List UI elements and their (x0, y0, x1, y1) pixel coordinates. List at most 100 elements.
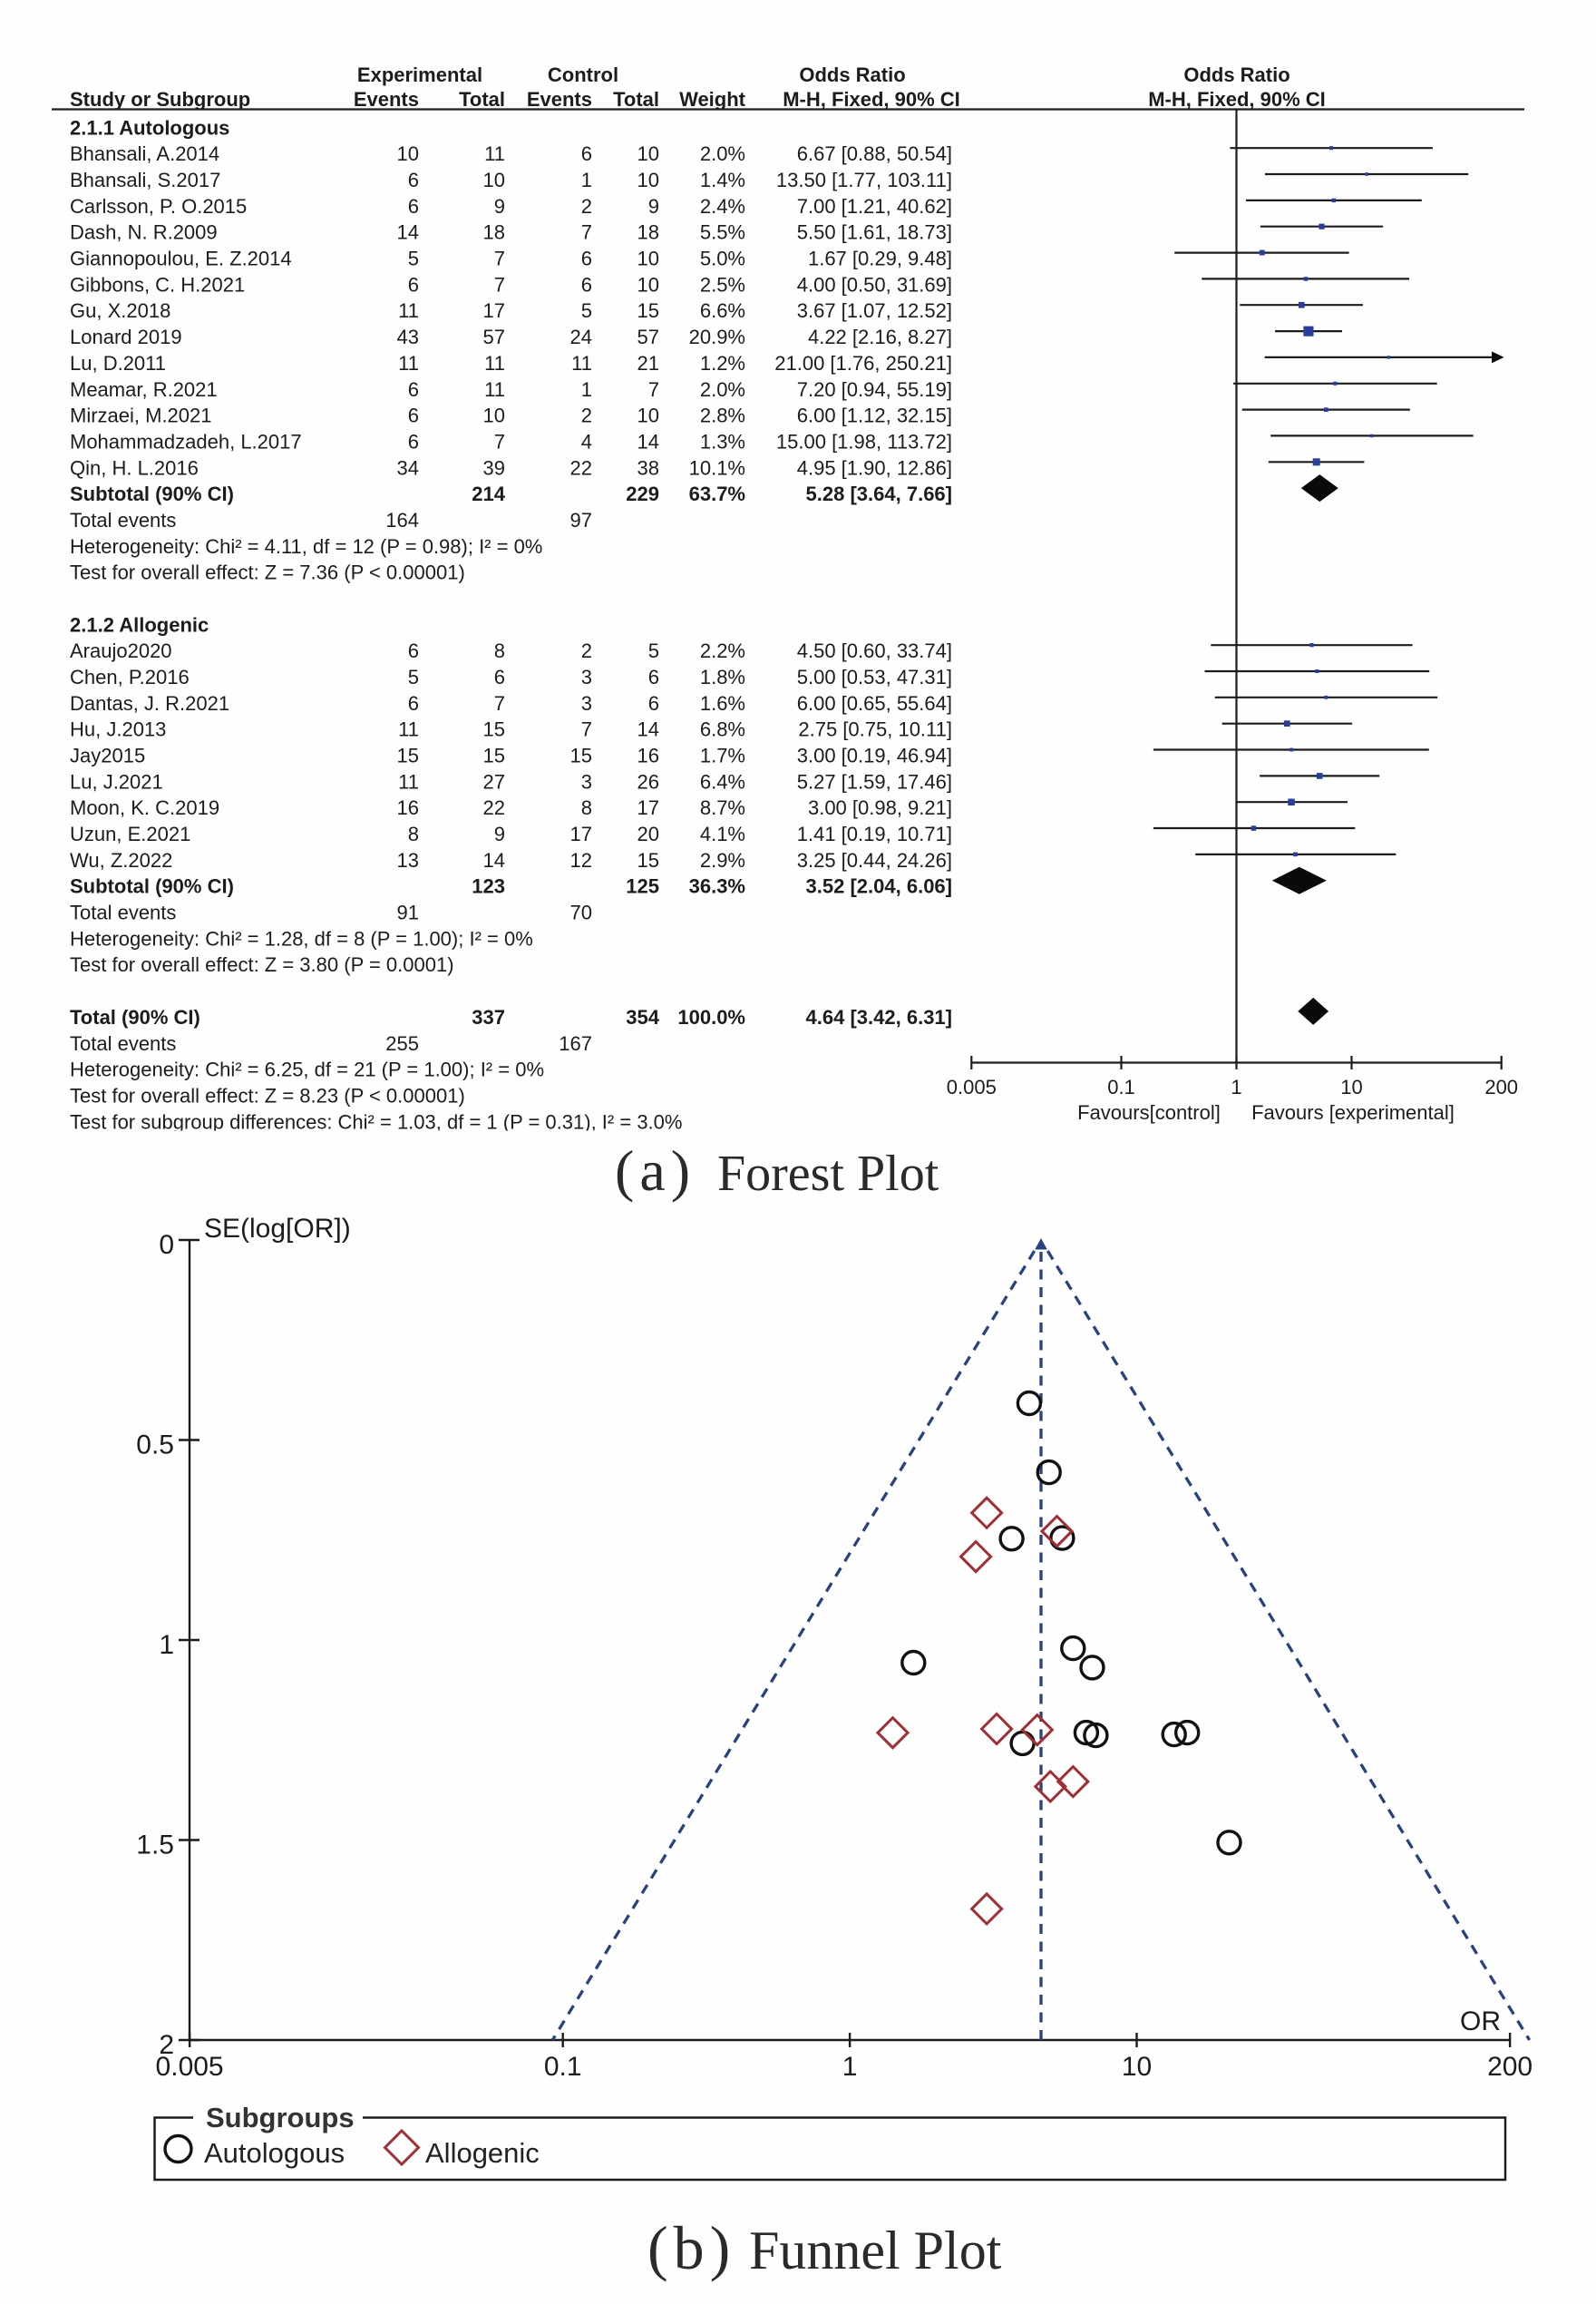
svg-text:6: 6 (408, 639, 419, 662)
svg-text:2.9%: 2.9% (700, 849, 745, 872)
svg-text:2: 2 (581, 195, 592, 218)
svg-text:200: 200 (1484, 1076, 1518, 1098)
svg-text:2.2%: 2.2% (700, 639, 745, 662)
svg-text:Odds Ratio: Odds Ratio (1183, 63, 1289, 86)
svg-text:97: 97 (570, 509, 592, 532)
svg-text:1.5: 1.5 (136, 1831, 174, 1860)
svg-text:20: 20 (637, 823, 659, 845)
svg-text:10: 10 (1340, 1076, 1362, 1098)
svg-text:15: 15 (637, 299, 659, 322)
svg-text:Bhansali, A.2014: Bhansali, A.2014 (70, 142, 219, 165)
svg-text:17: 17 (570, 823, 592, 845)
svg-text:13: 13 (397, 849, 419, 872)
svg-text:9: 9 (494, 195, 505, 218)
svg-text:2: 2 (581, 405, 592, 427)
svg-text:34: 34 (397, 456, 419, 479)
svg-text:20.9%: 20.9% (689, 326, 745, 348)
svg-text:6: 6 (408, 195, 419, 218)
svg-text:Qin, H. L.2016: Qin, H. L.2016 (70, 456, 199, 479)
svg-text:18: 18 (483, 221, 505, 244)
svg-text:57: 57 (637, 326, 659, 348)
svg-text:3: 3 (581, 692, 592, 715)
svg-text:2.0%: 2.0% (700, 142, 745, 165)
svg-text:2.4%: 2.4% (700, 195, 745, 218)
svg-text:70: 70 (570, 902, 592, 924)
svg-text:M-H, Fixed, 90% CI: M-H, Fixed, 90% CI (783, 88, 960, 111)
svg-text:3.52 [2.04, 6.06]: 3.52 [2.04, 6.06] (806, 875, 952, 898)
svg-text:Test for overall effect: Z = 3: Test for overall effect: Z = 3.80 (P = 0… (70, 953, 454, 976)
svg-text:6: 6 (408, 692, 419, 715)
svg-text:6: 6 (648, 666, 659, 688)
svg-text:4: 4 (581, 430, 592, 453)
svg-text:3.00 [0.19, 46.94]: 3.00 [0.19, 46.94] (797, 745, 952, 767)
svg-text:214: 214 (472, 483, 505, 505)
svg-text:5.27 [1.59, 17.46]: 5.27 [1.59, 17.46] (797, 770, 952, 793)
svg-text:16: 16 (397, 796, 419, 819)
svg-text:7.20 [0.94, 55.19]: 7.20 [0.94, 55.19] (797, 378, 952, 401)
svg-text:8: 8 (581, 796, 592, 819)
svg-text:Bhansali, S.2017: Bhansali, S.2017 (70, 169, 220, 191)
svg-text:Events: Events (354, 88, 419, 111)
svg-text:11: 11 (484, 352, 505, 375)
svg-text:17: 17 (483, 299, 505, 322)
svg-text:1.7%: 1.7% (700, 745, 745, 767)
svg-text:8: 8 (494, 639, 505, 662)
svg-text:9: 9 (494, 823, 505, 845)
svg-text:4.1%: 4.1% (700, 823, 745, 845)
svg-text:Lu, D.2011: Lu, D.2011 (70, 352, 166, 375)
svg-text:11: 11 (484, 378, 505, 401)
svg-text:10: 10 (483, 405, 505, 427)
svg-text:1.3%: 1.3% (700, 430, 745, 453)
svg-text:Test for subgroup differences:: Test for subgroup differences: Chi² = 1.… (70, 1110, 682, 1133)
svg-text:24: 24 (570, 326, 592, 348)
svg-text:11: 11 (398, 352, 419, 375)
svg-text:21.00 [1.76, 250.21]: 21.00 [1.76, 250.21] (774, 352, 952, 375)
svg-text:2.0%: 2.0% (700, 378, 745, 401)
svg-text:6.8%: 6.8% (700, 718, 745, 741)
svg-text:1: 1 (581, 378, 592, 401)
svg-text:Control: Control (548, 63, 618, 86)
svg-text:4.95 [1.90, 12.86]: 4.95 [1.90, 12.86] (797, 456, 952, 479)
svg-text:4.22 [2.16, 8.27]: 4.22 [2.16, 8.27] (808, 326, 952, 348)
svg-text:63.7%: 63.7% (689, 483, 745, 505)
svg-text:6: 6 (408, 405, 419, 427)
svg-text:Test for overall effect: Z = 8: Test for overall effect: Z = 8.23 (P < 0… (70, 1084, 465, 1107)
svg-text:10: 10 (637, 142, 659, 165)
svg-text:0.1: 0.1 (544, 2052, 582, 2082)
svg-text:0.1: 0.1 (1107, 1076, 1135, 1098)
svg-text:Experimental: Experimental (357, 63, 482, 86)
svg-text:Hu, J.2013: Hu, J.2013 (70, 718, 166, 741)
svg-text:15: 15 (397, 745, 419, 767)
svg-text:1.41 [0.19, 10.71]: 1.41 [0.19, 10.71] (797, 823, 952, 845)
svg-text:6: 6 (408, 273, 419, 296)
svg-text:Total (90% CI): Total (90% CI) (70, 1006, 200, 1029)
svg-text:3: 3 (581, 770, 592, 793)
svg-text:Odds Ratio: Odds Ratio (799, 63, 905, 86)
svg-text:Autologous: Autologous (204, 2137, 345, 2169)
svg-text:4.00 [0.50, 31.69]: 4.00 [0.50, 31.69] (797, 273, 952, 296)
svg-text:5.28 [3.64, 7.66]: 5.28 [3.64, 7.66] (806, 483, 952, 505)
svg-text:(b): (b) (647, 2213, 735, 2282)
svg-text:Funnel Plot: Funnel Plot (749, 2221, 1002, 2280)
svg-text:1: 1 (159, 1630, 174, 1660)
svg-text:6: 6 (408, 169, 419, 191)
svg-text:2.1.1 Autologous: 2.1.1 Autologous (70, 116, 229, 139)
svg-text:11: 11 (571, 352, 592, 375)
svg-text:15: 15 (483, 745, 505, 767)
svg-text:Subtotal (90% CI): Subtotal (90% CI) (70, 483, 234, 505)
svg-text:6: 6 (408, 430, 419, 453)
svg-text:5.5%: 5.5% (700, 221, 745, 244)
svg-text:10: 10 (637, 273, 659, 296)
svg-text:10: 10 (483, 169, 505, 191)
svg-text:Weight: Weight (679, 88, 746, 111)
svg-text:Favours [experimental]: Favours [experimental] (1251, 1101, 1455, 1124)
svg-text:15: 15 (483, 718, 505, 741)
svg-text:12: 12 (570, 849, 592, 872)
svg-text:Total events: Total events (70, 1032, 176, 1055)
svg-text:7: 7 (494, 430, 505, 453)
svg-text:Uzun, E.2021: Uzun, E.2021 (70, 823, 190, 845)
svg-text:6.6%: 6.6% (700, 299, 745, 322)
svg-text:3.25 [0.44, 24.26]: 3.25 [0.44, 24.26] (797, 849, 952, 872)
svg-text:14: 14 (637, 718, 659, 741)
svg-text:91: 91 (397, 902, 419, 924)
